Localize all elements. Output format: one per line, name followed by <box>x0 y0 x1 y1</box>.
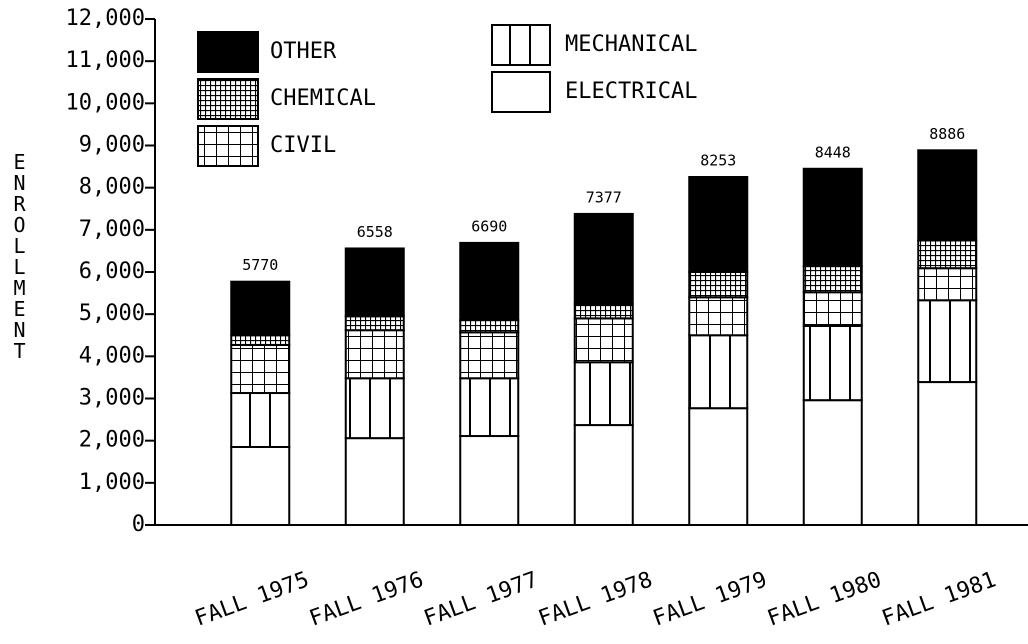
total-label: 6558 <box>357 223 393 241</box>
bar-segment <box>344 437 405 526</box>
legend-label: ELECTRICAL <box>565 79 697 104</box>
bar-segment <box>917 149 978 242</box>
bar-segment <box>459 377 520 438</box>
total-label: 8448 <box>815 143 851 161</box>
bar-segment <box>459 241 520 322</box>
bar-segment <box>802 167 863 268</box>
bar-segment <box>344 247 405 318</box>
legend-swatch <box>197 31 259 73</box>
legend-swatch <box>197 125 259 167</box>
bar-segment <box>688 271 749 299</box>
x-tick-label: FALL 1976 <box>306 567 427 631</box>
x-tick-label: FALL 1978 <box>535 567 656 631</box>
x-tick-label: FALL 1977 <box>421 567 542 631</box>
bar-segment <box>459 331 520 380</box>
y-tick-label: 3,000 <box>79 386 145 411</box>
bar-segment <box>573 317 634 364</box>
bar-segment <box>230 334 291 346</box>
y-tick-label: 7,000 <box>79 217 145 242</box>
bar-segment <box>230 343 291 395</box>
bar-segment <box>573 303 634 320</box>
total-label: 7377 <box>586 188 622 206</box>
y-tick-label: 5,000 <box>79 301 145 326</box>
y-tick-label: 9,000 <box>79 133 145 158</box>
y-axis-label: ENROLLMENT <box>8 150 32 360</box>
bar-segment <box>802 324 863 402</box>
legend-swatch <box>491 24 551 66</box>
total-label: 8253 <box>700 151 736 169</box>
bar-segment <box>344 377 405 440</box>
y-tick-label: 1,000 <box>79 470 145 495</box>
y-tick-label: 2,000 <box>79 428 145 453</box>
legend-swatch <box>491 71 551 113</box>
bar-segment <box>230 280 291 337</box>
bar-segment <box>917 381 978 526</box>
bar-segment <box>917 299 978 384</box>
y-tick-label: 11,000 <box>66 48 145 73</box>
x-tick-label: FALL 1981 <box>879 567 1000 631</box>
legend-label: CHEMICAL <box>270 86 376 111</box>
total-label: 8886 <box>929 125 965 143</box>
y-tick-label: 8,000 <box>79 175 145 200</box>
bar-segment <box>917 267 978 302</box>
bar-segment <box>230 445 291 526</box>
total-label: 6690 <box>471 217 507 235</box>
bar-segment <box>344 329 405 380</box>
legend-label: CIVIL <box>270 133 336 158</box>
bar-segment <box>688 175 749 274</box>
bar-segment <box>573 361 634 427</box>
bar-segment <box>459 319 520 334</box>
legend-swatch <box>197 78 259 120</box>
x-tick-label: FALL 1979 <box>650 567 771 631</box>
y-tick-label: 0 <box>132 512 145 537</box>
bar-segment <box>802 291 863 327</box>
x-tick-label: FALL 1975 <box>192 567 313 631</box>
y-tick-label: 4,000 <box>79 343 145 368</box>
legend-label: OTHER <box>270 39 337 64</box>
bar-segment <box>230 392 291 448</box>
y-tick-label: 6,000 <box>79 259 145 284</box>
total-label: 5770 <box>242 256 278 274</box>
y-tick-label: 10,000 <box>66 90 145 115</box>
bar-segment <box>688 296 749 337</box>
legend-label: MECHANICAL <box>565 32 697 57</box>
bar-segment <box>344 315 405 332</box>
bar-segment <box>917 239 978 270</box>
x-tick-label: FALL 1980 <box>764 567 885 631</box>
y-tick-label: 12,000 <box>66 6 145 31</box>
bar-segment <box>459 435 520 526</box>
bar-segment <box>573 212 634 306</box>
bar-segment <box>688 334 749 410</box>
bar-segment <box>688 407 749 526</box>
bar-segment <box>802 399 863 527</box>
bar-segment <box>573 424 634 526</box>
bar-segment <box>802 265 863 294</box>
